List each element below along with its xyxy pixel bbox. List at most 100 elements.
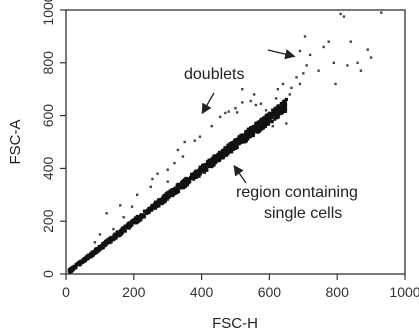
singlet-point bbox=[159, 197, 164, 202]
singlet-point bbox=[123, 224, 127, 228]
singlet-point bbox=[239, 139, 243, 143]
singlet-point bbox=[247, 134, 251, 139]
singlet-point bbox=[175, 188, 179, 192]
singlet-point bbox=[122, 227, 126, 231]
singlet-point bbox=[270, 116, 274, 120]
arrow-to-upper-doublets bbox=[267, 49, 296, 60]
singlet-point bbox=[269, 112, 273, 116]
singlet-point bbox=[280, 104, 284, 108]
doublet-point bbox=[98, 233, 102, 236]
singlet-point bbox=[187, 177, 191, 181]
singlet-point bbox=[212, 163, 216, 167]
singlet-point bbox=[177, 182, 182, 187]
annotation-doublets: doublets bbox=[184, 66, 245, 83]
singlet-point bbox=[122, 229, 126, 233]
doublet-point bbox=[193, 139, 197, 142]
singlet-point bbox=[101, 245, 105, 249]
singlet-point bbox=[142, 209, 147, 213]
doublet-point bbox=[380, 11, 383, 14]
singlet-point bbox=[161, 195, 165, 199]
doublet-point bbox=[271, 124, 274, 128]
singlet-point bbox=[157, 202, 161, 206]
singlet-point bbox=[168, 189, 172, 193]
singlet-point bbox=[207, 159, 211, 163]
singlet-point bbox=[244, 129, 248, 134]
singlet-point bbox=[67, 269, 72, 273]
y-tick-label: 200 bbox=[40, 209, 56, 233]
singlet-point bbox=[281, 102, 286, 106]
singlet-point bbox=[228, 142, 232, 146]
singlet-point bbox=[245, 136, 250, 140]
singlet-point bbox=[244, 131, 248, 135]
doublet-point bbox=[334, 82, 337, 86]
doublet-point bbox=[234, 107, 237, 110]
doublet-point bbox=[227, 110, 230, 113]
singlet-point bbox=[261, 126, 266, 130]
singlet-point bbox=[251, 133, 256, 138]
ticks-layer: 0 200 400 600 800 1000 0 200 400 600 800 1000 bbox=[40, 0, 419, 300]
singlet-point bbox=[72, 264, 76, 269]
singlet-point bbox=[240, 136, 244, 140]
singlet-point bbox=[259, 117, 264, 121]
singlet-point bbox=[105, 241, 109, 245]
singlet-point bbox=[71, 268, 75, 272]
doublet-point bbox=[264, 109, 268, 112]
singlet-point bbox=[164, 196, 168, 200]
singlet-point bbox=[254, 122, 258, 126]
doublet-point bbox=[308, 53, 312, 57]
doublet-point bbox=[235, 111, 239, 114]
singlet-point bbox=[82, 257, 86, 261]
doublet-point bbox=[210, 124, 213, 128]
singlet-point bbox=[211, 156, 215, 160]
singlet-point bbox=[179, 182, 184, 186]
points-layer bbox=[67, 11, 383, 274]
singlet-point bbox=[82, 259, 86, 264]
doublet-point bbox=[176, 148, 180, 152]
singlet-point bbox=[270, 120, 274, 124]
doublet-point bbox=[339, 12, 342, 16]
singlet-point bbox=[257, 120, 261, 124]
singlet-point bbox=[167, 195, 171, 199]
y-tick-label: 800 bbox=[40, 51, 56, 75]
singlet-point bbox=[77, 261, 81, 265]
doublet-point bbox=[298, 82, 302, 86]
doublet-point bbox=[332, 61, 336, 64]
singlet-point bbox=[196, 170, 200, 174]
singlet-point bbox=[223, 146, 228, 150]
singlet-point bbox=[203, 166, 207, 170]
x-tick-label: 600 bbox=[258, 284, 282, 300]
doublet-point bbox=[252, 93, 256, 96]
singlet-point bbox=[189, 175, 193, 179]
singlet-point bbox=[188, 179, 192, 184]
doublet-point bbox=[356, 61, 359, 64]
singlet-point bbox=[97, 247, 101, 252]
singlet-point bbox=[283, 103, 288, 107]
doublet-point bbox=[241, 88, 244, 91]
singlet-point bbox=[224, 148, 228, 152]
singlet-point bbox=[253, 129, 257, 133]
annotation-single-cells-line2: single cells bbox=[264, 205, 342, 222]
singlet-point bbox=[221, 149, 225, 154]
singlet-point bbox=[273, 109, 277, 114]
doublet-point bbox=[122, 216, 125, 219]
singlet-point bbox=[248, 131, 252, 135]
singlet-point bbox=[75, 263, 79, 267]
doublet-point bbox=[198, 135, 202, 138]
singlet-point bbox=[161, 198, 165, 202]
y-tick-label: 400 bbox=[40, 157, 56, 181]
singlet-point bbox=[153, 202, 157, 206]
singlet-point bbox=[251, 128, 255, 132]
singlet-point bbox=[271, 108, 275, 112]
doublet-point bbox=[224, 111, 227, 115]
singlet-point bbox=[239, 133, 243, 137]
singlet-point bbox=[176, 186, 181, 190]
doublet-point bbox=[285, 122, 288, 125]
singlet-point bbox=[193, 173, 197, 177]
singlet-point bbox=[258, 123, 263, 127]
singlet-point bbox=[215, 153, 220, 158]
singlet-point bbox=[142, 213, 146, 218]
singlet-point bbox=[223, 150, 227, 155]
singlet-point bbox=[250, 131, 254, 135]
